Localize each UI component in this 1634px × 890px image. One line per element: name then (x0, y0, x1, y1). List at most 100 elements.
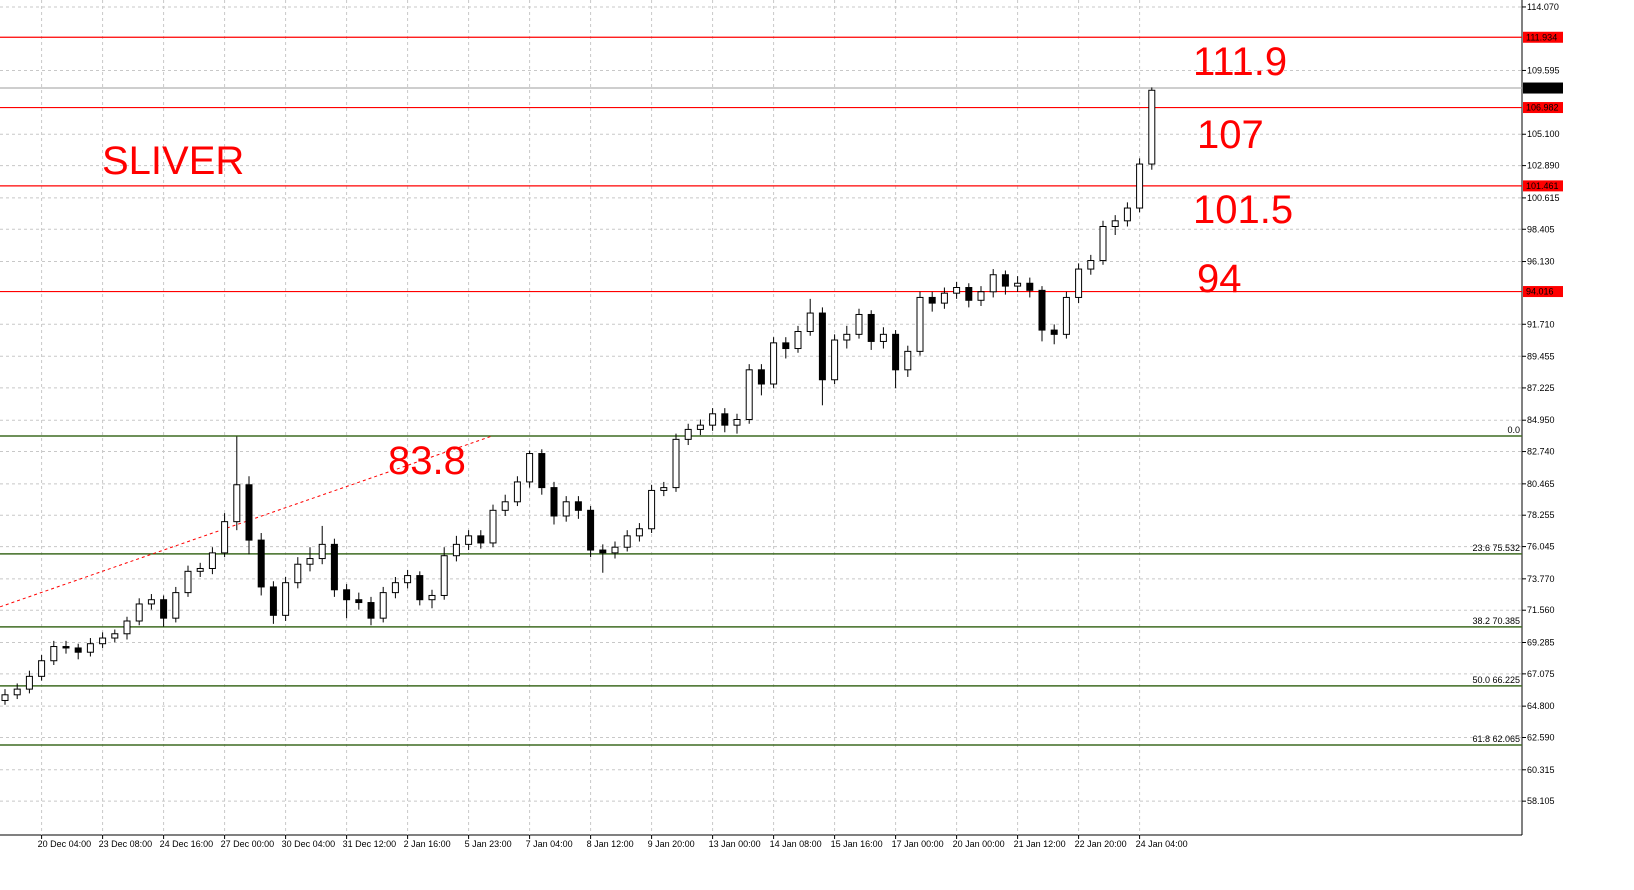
candle-body (1038, 289, 1046, 331)
candle-body (50, 646, 58, 662)
candle-body (953, 287, 961, 294)
y-tick-label: 102.890 (1527, 161, 1560, 171)
x-tick-label: 21 Jan 12:00 (1014, 839, 1066, 849)
candle-body (892, 333, 900, 371)
candle-body (1123, 207, 1131, 222)
candle-body (648, 489, 656, 530)
level-box (1523, 31, 1563, 43)
y-tick-label: 58.105 (1527, 796, 1555, 806)
candle-body (867, 313, 875, 342)
y-tick-label: 84.950 (1527, 415, 1555, 425)
candle-body (1099, 225, 1107, 262)
candle-body (818, 312, 826, 381)
annotation: 101.5 (1193, 188, 1293, 232)
candle-body (794, 331, 802, 350)
candle-body (599, 549, 607, 554)
y-tick-label: 109.595 (1527, 65, 1560, 75)
x-tick-label: 31 Dec 12:00 (343, 839, 397, 849)
candle-body (404, 575, 412, 584)
candle-body (709, 413, 717, 426)
fib-label: 0.0 (1507, 425, 1520, 435)
x-tick-label: 7 Jan 04:00 (526, 839, 573, 849)
x-tick-label: 9 Jan 20:00 (648, 839, 695, 849)
candle-body (501, 501, 509, 511)
y-tick-label: 67.075 (1527, 669, 1555, 679)
candle-body (965, 287, 973, 301)
candle-body (184, 570, 192, 594)
candle-body (440, 555, 448, 596)
level-label: 106.982 (1526, 103, 1559, 113)
y-tick-label: 71.560 (1527, 605, 1555, 615)
candle-body (172, 592, 180, 619)
level-label: 111.934 (1526, 32, 1557, 42)
fib-label: 61.8 62.065 (1472, 734, 1520, 744)
annotation: 94 (1197, 257, 1242, 301)
candle-body (757, 369, 765, 385)
candle-body (696, 424, 704, 430)
annotation: 107 (1197, 113, 1264, 157)
candle-body (721, 413, 729, 426)
y-tick-label: 60.315 (1527, 765, 1555, 775)
candle-body (318, 543, 326, 560)
fib-label: 50.0 66.225 (1472, 675, 1520, 685)
candle-body (477, 535, 485, 544)
level-box (1523, 82, 1563, 94)
candle-body (928, 296, 936, 304)
x-tick-label: 23 Dec 08:00 (99, 839, 153, 849)
candle-body (74, 647, 82, 653)
candle-body (831, 339, 839, 381)
candle-body (1148, 89, 1156, 165)
candle-body (38, 660, 46, 677)
y-tick-label: 82.740 (1527, 447, 1555, 457)
candle-body (843, 333, 851, 341)
candle-body (208, 552, 216, 569)
x-tick-label: 14 Jan 08:00 (770, 839, 822, 849)
x-tick-label: 24 Dec 16:00 (160, 839, 214, 849)
candle-body (367, 602, 375, 619)
candle-body (99, 637, 107, 645)
candle-body (1111, 220, 1119, 227)
candle-body (940, 292, 948, 304)
x-tick-label: 13 Jan 00:00 (709, 839, 761, 849)
candle-body (269, 586, 277, 616)
candle-body (111, 633, 119, 639)
candle-body (391, 582, 399, 594)
fib-label: 38.2 70.385 (1472, 616, 1520, 626)
candle-body (465, 535, 473, 545)
candle-body (550, 487, 558, 517)
candle-body (635, 528, 643, 537)
fib-label: 23.6 75.532 (1472, 543, 1520, 553)
y-tick-label: 78.255 (1527, 510, 1555, 520)
candle-body (1, 694, 9, 701)
y-tick-label: 100.615 (1527, 193, 1560, 203)
candle-body (770, 342, 778, 385)
candle-body (379, 592, 387, 619)
x-tick-label: 2 Jan 16:00 (404, 839, 451, 849)
x-tick-label: 30 Dec 04:00 (282, 839, 336, 849)
x-tick-label: 17 Jan 00:00 (892, 839, 944, 849)
level-box (1523, 286, 1563, 298)
y-tick-label: 62.590 (1527, 733, 1555, 743)
candle-body (489, 509, 497, 544)
candle-body (416, 575, 424, 601)
y-tick-label: 91.710 (1527, 319, 1555, 329)
candle-body (294, 563, 302, 584)
y-tick-label: 69.285 (1527, 637, 1555, 647)
x-tick-label: 5 Jan 23:00 (465, 839, 512, 849)
candle-body (1062, 296, 1070, 335)
candle-body (660, 487, 668, 491)
candle-body (1050, 329, 1058, 335)
x-tick-label: 24 Jan 04:00 (1136, 839, 1188, 849)
candle-body (245, 484, 253, 541)
candle-body (1014, 282, 1022, 287)
candle-body (587, 509, 595, 551)
level-box (1523, 102, 1563, 114)
y-tick-label: 87.225 (1527, 383, 1555, 393)
candle-body (123, 620, 131, 635)
candle-body (1075, 268, 1083, 298)
candle-body (782, 342, 790, 350)
candle-body (1087, 260, 1095, 270)
candle-body (623, 535, 631, 548)
